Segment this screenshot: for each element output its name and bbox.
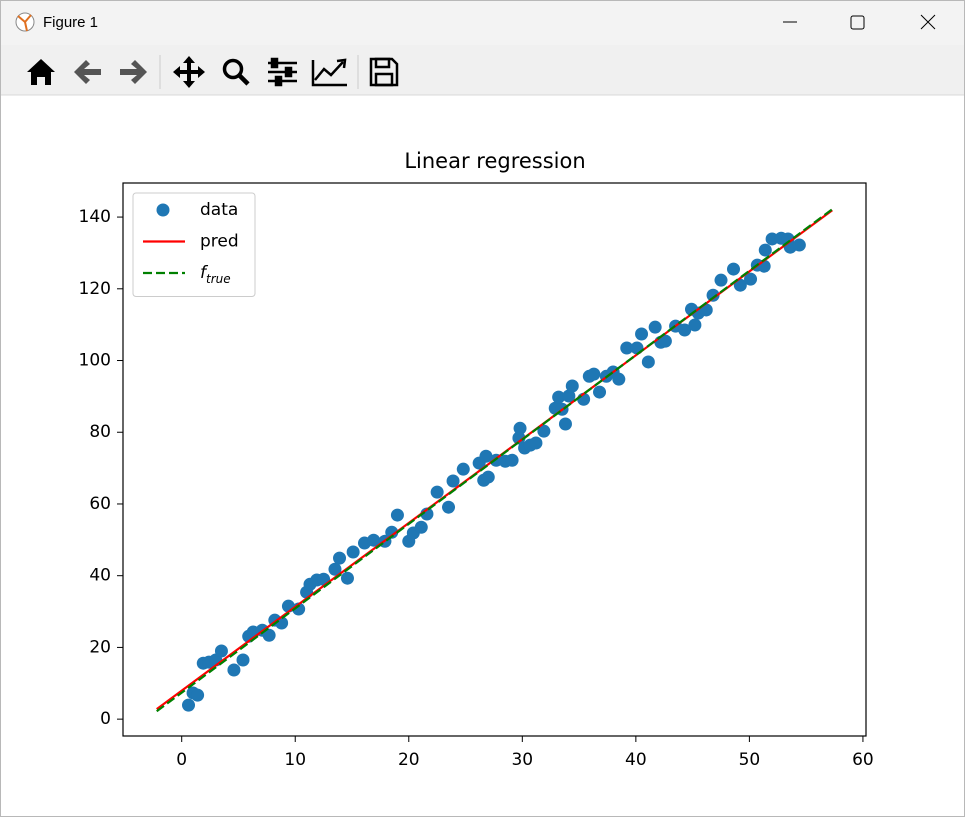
data-point <box>658 334 672 348</box>
data-point <box>726 262 740 276</box>
data-point <box>481 470 495 484</box>
data-point <box>512 431 526 445</box>
x-tick-label: 10 <box>284 750 306 770</box>
data-point <box>333 551 347 565</box>
data-point <box>479 449 493 463</box>
data-point <box>328 562 342 576</box>
data-point <box>346 545 360 559</box>
axes-frame <box>122 182 867 737</box>
legend-name: data <box>200 200 238 220</box>
data-point <box>641 355 655 369</box>
data-point <box>191 688 205 702</box>
toolbar-separators <box>159 55 359 89</box>
data-point <box>587 367 601 381</box>
data-point <box>505 453 519 467</box>
data-point <box>678 323 692 337</box>
x-tick-label: 20 <box>398 750 420 770</box>
data-point <box>552 390 566 404</box>
data-point <box>648 320 662 334</box>
zoom-button[interactable] <box>222 58 250 86</box>
data-point <box>414 520 428 534</box>
home-button[interactable] <box>27 59 55 85</box>
data-point <box>706 288 720 302</box>
y-tick-label: 60 <box>89 494 111 514</box>
data-point <box>537 424 551 438</box>
legend-label: ftrue <box>200 263 231 286</box>
legend-subscript: true <box>206 272 231 286</box>
data-point <box>733 278 747 292</box>
data-point <box>513 421 527 435</box>
edit-axis-button[interactable] <box>311 58 347 87</box>
y-tick-label: 140 <box>79 207 111 227</box>
title-bar <box>1 1 964 45</box>
data-point <box>744 272 758 286</box>
back-button[interactable] <box>74 60 101 84</box>
data-point <box>620 341 634 355</box>
data-point <box>630 341 644 355</box>
save-button[interactable] <box>369 57 399 87</box>
y-tick-label: 0 <box>100 709 111 729</box>
x-tick-label: 40 <box>625 750 647 770</box>
y-tick-label: 40 <box>89 566 111 586</box>
data-point <box>390 508 404 522</box>
x-tick-label: 30 <box>511 750 533 770</box>
data-point <box>562 389 576 403</box>
data-point <box>227 663 241 677</box>
data-point <box>340 571 354 585</box>
data-point <box>214 644 228 658</box>
data-point <box>529 436 543 450</box>
y-tick-label: 120 <box>79 279 111 299</box>
data-point <box>714 273 728 287</box>
data-point <box>792 238 806 252</box>
y-tick-label: 20 <box>89 637 111 657</box>
legend-box <box>132 192 256 297</box>
data-point <box>430 485 444 499</box>
data-point <box>635 327 649 341</box>
y-tick-label: 100 <box>79 351 111 371</box>
toolbar <box>1 45 964 95</box>
app-icon <box>15 12 35 32</box>
legend-label: pred <box>200 232 239 252</box>
data-point <box>758 243 772 257</box>
data-point <box>688 318 702 332</box>
data-point <box>367 533 381 547</box>
data-point <box>236 653 250 667</box>
legend-marker <box>156 203 170 217</box>
y-tick-label: 80 <box>89 422 111 442</box>
data-point <box>456 462 470 476</box>
data-point <box>612 372 626 386</box>
series-line <box>156 208 833 713</box>
data-point <box>182 698 196 712</box>
x-tick-label: 50 <box>739 750 761 770</box>
chart-title: Linear regression <box>404 149 585 173</box>
window-title: Figure 1 <box>43 14 98 31</box>
x-tick-label: 0 <box>176 750 187 770</box>
legend-name: f <box>200 263 209 283</box>
data-point <box>565 379 579 393</box>
data-point <box>446 474 460 488</box>
figure: 0 10 20 30 40 50 60 0 20 40 60 80 100 120 140 data pred f… <box>79 182 874 770</box>
pan-button[interactable] <box>173 56 205 88</box>
maximize-button[interactable] <box>850 15 865 30</box>
legend-name: pred <box>200 232 239 252</box>
data-point <box>385 525 399 539</box>
legend-label: data <box>200 200 238 220</box>
data-point <box>262 628 276 642</box>
data-point <box>558 417 572 431</box>
configure-button[interactable] <box>268 57 297 87</box>
forward-button[interactable] <box>120 60 147 84</box>
data-point <box>593 385 607 399</box>
data-point <box>442 500 456 514</box>
close-button[interactable] <box>920 14 936 30</box>
x-tick-label: 60 <box>852 750 874 770</box>
